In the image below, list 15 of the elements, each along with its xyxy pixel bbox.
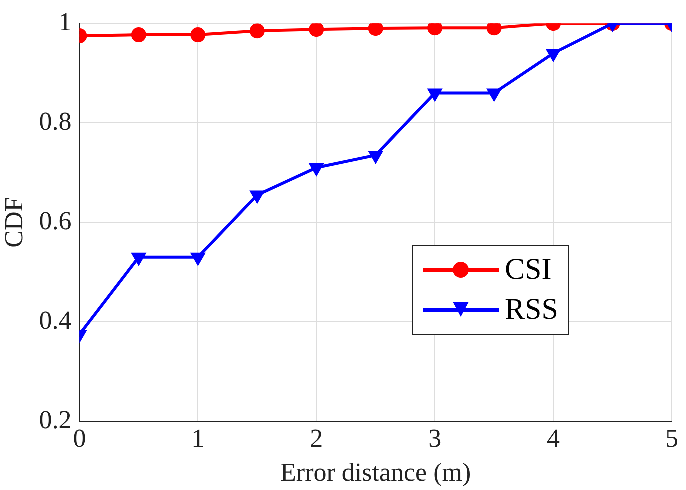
y-axis-title: CDF	[0, 197, 28, 248]
y-tick-label: 0.6	[39, 206, 72, 236]
x-tick-label: 2	[310, 424, 324, 454]
y-tick-label: 0.4	[39, 306, 72, 335]
y-tick-label: 0.2	[39, 405, 72, 434]
x-tick-label: 4	[547, 424, 560, 454]
x-tick-label: 3	[428, 424, 442, 454]
legend-label: CSI	[505, 253, 552, 287]
x-tick-label: 5	[666, 424, 678, 454]
y-tick-label: 1	[58, 7, 72, 36]
x-tick-label: 0	[73, 424, 86, 454]
x-tick-label: 1	[192, 424, 205, 454]
y-tick-label: 0.8	[39, 106, 72, 136]
x-axis-title: Error distance (m)	[280, 458, 472, 488]
legend-label: RSS	[505, 293, 558, 327]
